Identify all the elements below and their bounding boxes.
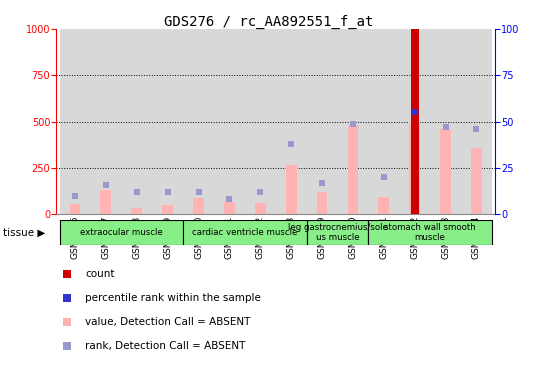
Bar — [369, 220, 492, 245]
Bar — [369, 29, 399, 214]
Text: GDS276 / rc_AA892551_f_at: GDS276 / rc_AA892551_f_at — [164, 15, 374, 29]
Bar — [90, 29, 122, 214]
Bar — [183, 29, 214, 214]
Bar — [337, 29, 369, 214]
Bar — [122, 29, 152, 214]
Text: leg gastrocnemius/sole
us muscle: leg gastrocnemius/sole us muscle — [287, 223, 387, 242]
Bar — [348, 126, 358, 214]
Bar — [286, 165, 296, 214]
Bar — [461, 29, 492, 214]
Bar — [409, 122, 420, 214]
Bar — [193, 198, 204, 214]
Bar — [440, 129, 451, 214]
Bar — [183, 220, 307, 245]
Bar — [307, 220, 369, 245]
Bar — [60, 220, 183, 245]
Bar — [60, 29, 90, 214]
Bar — [307, 29, 337, 214]
Text: value, Detection Call = ABSENT: value, Detection Call = ABSENT — [85, 317, 250, 327]
Bar — [275, 29, 307, 214]
Bar — [245, 29, 275, 214]
Text: cardiac ventricle muscle: cardiac ventricle muscle — [192, 228, 298, 237]
Text: tissue ▶: tissue ▶ — [3, 227, 45, 238]
Text: count: count — [85, 269, 115, 279]
Text: rank, Detection Call = ABSENT: rank, Detection Call = ABSENT — [85, 341, 245, 351]
Bar — [101, 190, 111, 214]
Text: percentile rank within the sample: percentile rank within the sample — [85, 293, 261, 303]
Bar — [399, 29, 430, 214]
Bar — [255, 203, 266, 214]
Bar — [471, 147, 482, 214]
Text: stomach wall smooth
muscle: stomach wall smooth muscle — [384, 223, 476, 242]
Text: extraocular muscle: extraocular muscle — [80, 228, 162, 237]
Bar — [152, 29, 183, 214]
Bar — [131, 208, 142, 214]
Bar — [411, 29, 419, 214]
Bar — [162, 205, 173, 214]
Bar — [214, 29, 245, 214]
Bar — [430, 29, 461, 214]
Bar — [69, 204, 80, 214]
Bar — [317, 192, 328, 214]
Bar — [378, 198, 389, 214]
Bar — [224, 202, 235, 214]
